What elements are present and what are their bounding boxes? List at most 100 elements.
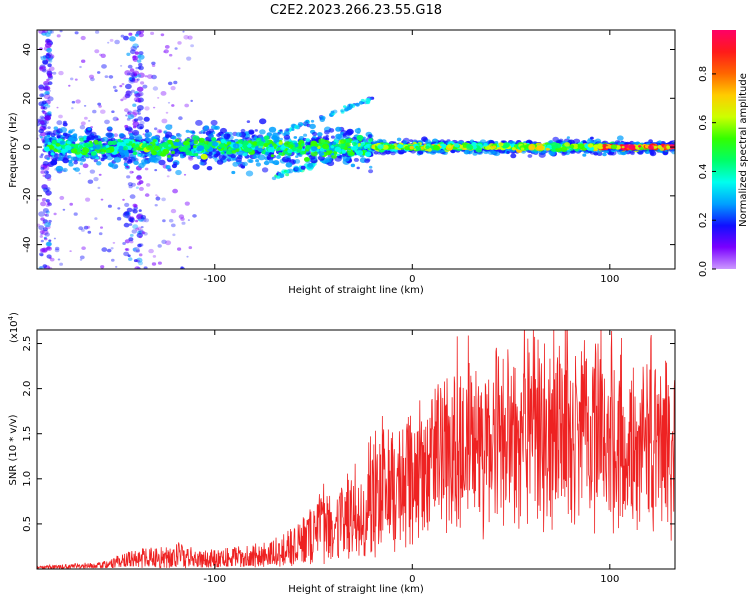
spectrogram-cell xyxy=(137,226,142,230)
spectrogram-cell xyxy=(124,139,130,144)
spectrogram-cell xyxy=(287,148,293,154)
spectrogram-cell xyxy=(265,151,269,155)
spectrogram-cell xyxy=(182,30,185,33)
spectrogram-cell xyxy=(272,160,280,166)
spectrogram-cell xyxy=(257,147,263,152)
spectrogram-cell xyxy=(126,52,131,56)
spectrogram-cell xyxy=(59,140,65,145)
y-tick-label: 2.5 xyxy=(22,336,33,352)
spectrogram-cell xyxy=(170,223,176,228)
spectrogram-cell xyxy=(132,209,138,214)
spectrogram-cell xyxy=(67,155,72,159)
spectrogram-cell xyxy=(300,165,306,170)
x-tick-label: 0 xyxy=(409,274,415,285)
spectrogram-cell xyxy=(45,204,50,207)
spectrogram-cell xyxy=(47,202,52,207)
spectrogram-cell xyxy=(409,139,414,143)
spectrogram-cell xyxy=(198,137,205,143)
spectrogram-cell xyxy=(196,155,202,160)
spectrogram-cell xyxy=(42,106,46,109)
spectrogram-cell xyxy=(130,46,137,52)
spectrogram-cell xyxy=(130,89,135,93)
spectrogram-cell xyxy=(133,93,139,97)
spectrogram-cell xyxy=(45,210,50,214)
spectrogram-cell xyxy=(552,136,559,142)
spectrogram-cell xyxy=(396,137,402,142)
spectrogram-cell xyxy=(324,130,330,135)
spectrogram-cell xyxy=(147,74,153,79)
spectrogram-cell xyxy=(84,116,88,120)
spectrogram-cell xyxy=(47,134,51,138)
spectrogram-cell xyxy=(334,146,341,152)
spectrogram-cell xyxy=(127,182,133,187)
spectrogram-cell xyxy=(97,71,101,74)
spectrogram-cell xyxy=(42,264,48,268)
spectrogram-cell xyxy=(263,135,270,140)
spectrogram-cell xyxy=(147,144,153,149)
spectrogram-cell xyxy=(46,47,52,53)
spectrogram-cell xyxy=(42,111,47,115)
spectrogram-cell xyxy=(55,143,61,147)
colorbar-tick-label: 0.2 xyxy=(698,212,709,228)
spectrogram-cell xyxy=(58,114,63,119)
spectrogram-cell xyxy=(153,145,161,151)
spectrogram-cell xyxy=(264,139,270,144)
spectrogram-cell xyxy=(151,64,156,67)
spectrogram-cell xyxy=(120,65,123,67)
spectrogram-cell xyxy=(151,262,157,266)
spectrogram-cell xyxy=(322,143,330,150)
spectrogram-cell xyxy=(253,136,257,140)
spectrogram-cell xyxy=(132,224,139,230)
spectrogram-cell xyxy=(39,266,43,269)
spectrogram-cell xyxy=(43,85,51,91)
spectrogram-cell xyxy=(42,59,49,65)
spectrogram-cell xyxy=(124,127,129,131)
y-tick-label: 0 xyxy=(22,144,33,150)
spectrogram-cell xyxy=(242,152,248,157)
spectrogram-cell xyxy=(454,143,460,148)
spectrogram-cell xyxy=(602,152,607,157)
y-tick-label: 1.5 xyxy=(22,426,33,442)
spectrogram-cell xyxy=(138,32,144,38)
spectrogram-cell xyxy=(40,166,45,171)
spectrogram-cell xyxy=(213,126,219,130)
page-title: C2E2.2023.266.23.55.G18 xyxy=(270,3,442,18)
spectrogram-cell xyxy=(104,119,110,125)
spectrogram-cell xyxy=(183,140,190,146)
spectrogram-cell xyxy=(78,145,84,149)
spectrogram-cell xyxy=(204,144,208,148)
spectrogram-cell xyxy=(100,198,104,201)
spectrogram-cell xyxy=(123,211,130,217)
spectrogram-cell xyxy=(135,66,139,70)
spectrogram-cell xyxy=(128,156,136,163)
spectrogram-cell xyxy=(310,140,318,146)
spectrogram-cell xyxy=(138,162,145,169)
spectrogram-cell xyxy=(305,138,311,143)
spectrogram-cell xyxy=(454,146,457,150)
spectrogram-cell xyxy=(610,144,618,150)
spectrogram-cell xyxy=(256,142,261,146)
spectrogram-cell xyxy=(46,72,53,77)
spectrogram-cell xyxy=(79,258,83,261)
spectrogram-marks xyxy=(37,30,675,269)
spectrogram-cell xyxy=(144,131,153,138)
spectrogram-cell xyxy=(162,148,170,155)
spectrogram-cell xyxy=(142,133,145,136)
spectrogram-cell xyxy=(368,169,374,174)
spectrogram-cell xyxy=(311,146,318,152)
spectrogram-cell xyxy=(173,161,178,166)
spectrogram-cell xyxy=(184,201,190,206)
spectrogram-cell xyxy=(167,81,173,86)
spectrogram-cell xyxy=(162,219,166,223)
spectrogram-cell xyxy=(545,147,550,151)
spectrogram-cell xyxy=(171,104,175,107)
spectrogram-cell xyxy=(83,142,89,148)
spectrogram-cell xyxy=(47,141,52,146)
spectrogram-cell xyxy=(358,101,364,105)
y-tick-label: 20 xyxy=(22,92,33,105)
spectrogram-cell xyxy=(296,170,300,173)
spectrogram-cell xyxy=(365,153,370,157)
spectrogram-cell xyxy=(241,165,245,169)
spectrogram-cell xyxy=(666,145,671,150)
spectrogram-cell xyxy=(120,98,124,102)
